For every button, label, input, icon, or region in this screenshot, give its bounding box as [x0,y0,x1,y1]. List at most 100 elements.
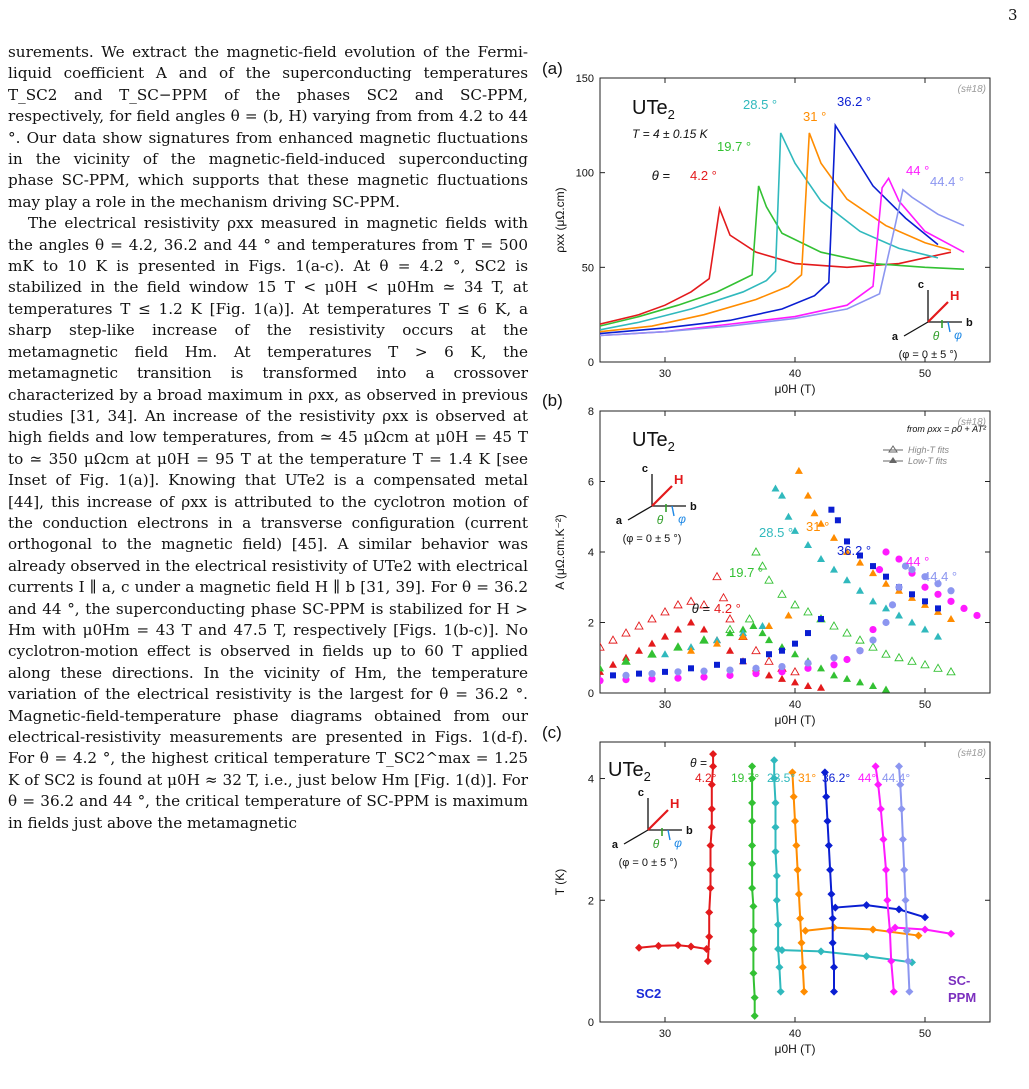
data-point [764,656,774,665]
axis-triad-a: c b a Hθ φ (φ = 0 ± 5 °) [892,279,973,361]
angle-label-c: 36.2° [822,771,850,785]
data-point [705,932,714,941]
b-axis-label: b [686,825,693,837]
data-point [804,681,812,689]
data-point [757,561,768,570]
data-point [934,590,942,598]
data-point [817,683,825,691]
data-point [635,646,643,654]
data-point [748,859,757,868]
data-point [776,987,785,996]
data-point [831,903,840,912]
y-axis-label-a: ρxx (μΩ.cm) [553,187,567,252]
data-point [891,923,900,932]
angle-label-a: 31 ° [803,109,826,124]
data-point [749,944,758,953]
data-point [739,629,747,637]
data-point [648,670,656,678]
data-point [897,804,906,813]
x-axis-label-c: μ0H (T) [775,1042,816,1056]
data-point [862,901,871,910]
angle-label-c: 19.7° [731,771,759,785]
data-point [830,987,838,996]
material-label-b: UTe2 [632,429,675,454]
data-point [749,622,758,630]
data-point [830,654,838,662]
data-point [674,668,682,676]
data-point [792,841,801,850]
theta-label: θ [657,513,664,527]
data-point [725,614,735,623]
phi-note: (φ = 0 ± 5 °) [623,533,682,545]
data-point [777,589,787,598]
data-point [674,625,682,633]
x-tick-label-a: 50 [919,368,931,380]
y-tick-label-b: 4 [588,547,594,559]
phi-arrow [671,505,675,517]
y-tick-label-a: 150 [576,73,594,85]
data-point [748,774,757,783]
data-point [784,611,793,619]
data-point [830,671,838,679]
h-arrow [647,809,669,831]
data-point [830,963,838,972]
data-point [804,664,812,672]
sample-tag-c: (s#18) [958,748,986,759]
x-tick-label-c: 40 [789,1028,801,1040]
data-point [882,685,890,693]
data-point [748,884,757,893]
data-point [796,914,805,923]
b-axis-label: b [690,501,697,513]
panel-label-c: (c) [542,723,562,742]
angle-label-b: 19.7 ° [729,565,763,580]
data-point [771,823,780,832]
x-axis-label-a: μ0H (T) [775,382,816,396]
angle-label-b: 44 ° [906,554,929,569]
data-point [805,630,811,637]
data-point [700,673,708,681]
series-line [835,904,926,919]
data-point [822,792,831,801]
phi-label: φ [674,836,682,850]
angle-label-c: 31° [798,771,816,785]
series-line [805,926,919,937]
data-point [894,652,904,662]
data-point [635,943,643,952]
data-point [895,583,903,591]
data-point [855,635,865,644]
data-point [610,672,616,679]
data-point [826,865,835,874]
data-point [810,509,819,517]
data-point [660,607,670,616]
data-point [895,611,903,619]
data-point [609,660,617,668]
data-point [674,674,682,682]
data-point [791,817,799,826]
data-point [817,555,825,563]
data-point [908,566,916,574]
angle-label-a: 44.4 ° [930,174,964,189]
data-point [600,642,605,651]
data-point [765,671,773,679]
data-point [789,792,798,801]
data-point [828,914,837,923]
data-point [882,579,890,587]
data-point [922,598,928,605]
data-point [908,593,916,601]
data-point [901,896,910,905]
data-point [857,552,863,559]
theta-label: θ [653,837,660,851]
x-axis-label-b: μ0H (T) [775,713,816,727]
sample-tag-b: (s#18) [958,417,986,428]
data-point [947,929,955,938]
y-tick-label-b: 8 [588,406,594,418]
data-point [661,650,669,658]
phase-label-ppm-2: PPM [948,990,976,1005]
data-point [829,621,839,630]
data-point [908,618,916,626]
data-point [726,671,734,679]
data-point [726,666,734,674]
data-point [791,678,799,686]
c-axis-label: c [918,279,924,291]
